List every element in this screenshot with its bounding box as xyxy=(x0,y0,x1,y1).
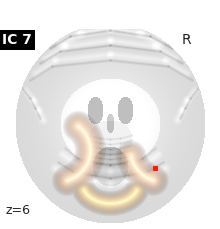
Text: z=6: z=6 xyxy=(5,204,30,217)
Text: R: R xyxy=(182,33,192,47)
Text: IC 7: IC 7 xyxy=(2,33,32,47)
